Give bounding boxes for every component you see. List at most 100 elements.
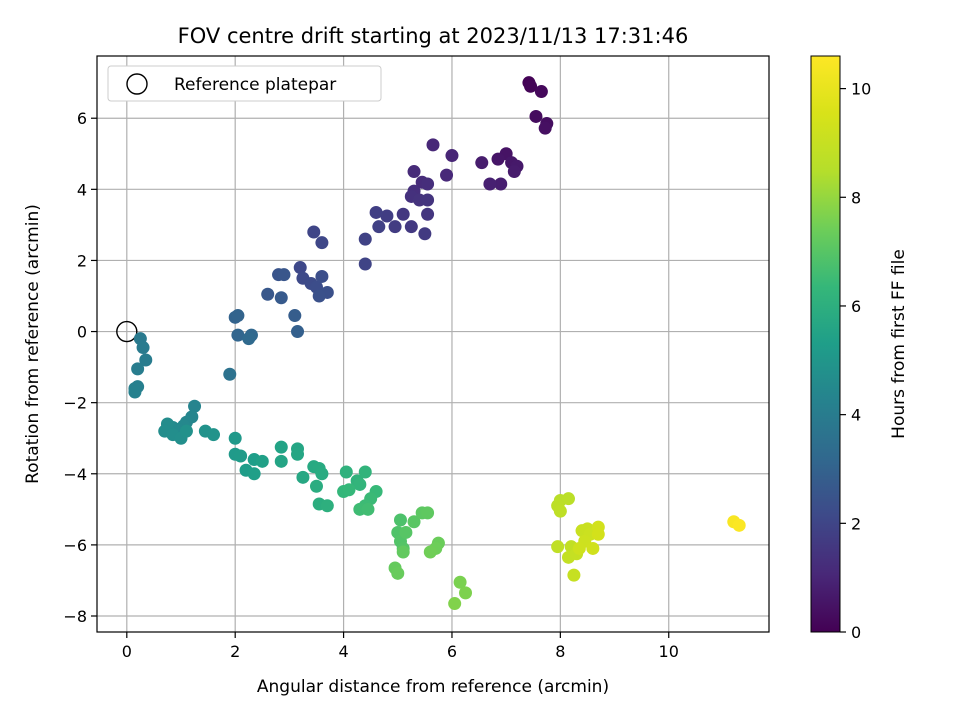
data-point	[524, 79, 538, 93]
y-axis-ticks: −8 −6 −4 −2 0 2 4 6	[63, 109, 97, 626]
data-point	[291, 325, 305, 339]
data-point	[407, 165, 421, 179]
y-tick-label: −2	[63, 394, 87, 413]
y-tick-label: 4	[77, 180, 87, 199]
data-point	[358, 465, 372, 479]
data-point	[421, 207, 435, 221]
data-points	[128, 76, 746, 611]
data-point	[494, 177, 508, 191]
y-tick-label: −6	[63, 536, 87, 555]
data-point	[307, 225, 321, 239]
data-point	[291, 447, 305, 461]
data-point	[448, 597, 462, 611]
data-point	[591, 527, 605, 541]
data-point	[309, 479, 323, 493]
data-point	[421, 506, 435, 520]
colorbar-tick-label: 6	[851, 297, 861, 316]
data-point	[586, 541, 600, 555]
data-point	[139, 353, 153, 367]
reference-platepar-marker	[116, 320, 138, 343]
data-point	[396, 207, 410, 221]
plot-frame	[96, 55, 770, 633]
data-point	[421, 177, 435, 191]
data-point	[369, 205, 383, 219]
data-point	[529, 109, 543, 123]
data-point	[391, 566, 405, 580]
data-point	[339, 465, 353, 479]
data-point	[358, 232, 372, 246]
data-point	[538, 121, 552, 135]
x-axis-ticks: 0 2 4 6 8 10	[122, 632, 679, 661]
data-point	[315, 467, 329, 481]
data-point	[534, 85, 548, 99]
data-point	[315, 269, 329, 283]
data-point	[551, 540, 565, 554]
colorbar-tick-label: 8	[851, 188, 861, 207]
x-tick-label: 4	[338, 642, 348, 661]
data-point	[404, 220, 418, 234]
data-point	[136, 341, 150, 355]
data-point	[320, 499, 334, 513]
data-point	[388, 220, 402, 234]
x-tick-label: 6	[447, 642, 457, 661]
data-point	[445, 149, 459, 163]
data-point	[380, 209, 394, 223]
data-point	[274, 454, 288, 468]
data-point	[407, 515, 421, 529]
data-point	[358, 257, 372, 271]
colorbar-tick-label: 0	[851, 623, 861, 642]
data-point	[572, 541, 586, 555]
data-point	[228, 431, 242, 445]
x-tick-label: 2	[230, 642, 240, 661]
data-point	[418, 227, 432, 241]
data-point	[426, 138, 440, 152]
reference-layer	[116, 320, 138, 343]
data-point	[234, 449, 248, 463]
data-point	[353, 477, 367, 491]
data-point	[453, 575, 467, 589]
data-point	[553, 504, 567, 518]
data-point	[247, 467, 261, 481]
data-point	[274, 440, 288, 454]
y-tick-label: −8	[63, 607, 87, 626]
data-point	[396, 545, 410, 559]
data-point	[491, 152, 505, 166]
y-tick-label: 0	[77, 323, 87, 342]
data-point	[131, 362, 145, 376]
data-point	[188, 399, 202, 413]
colorbar-tick-label: 10	[851, 80, 871, 99]
grid	[97, 56, 769, 632]
legend-marker-reference	[126, 73, 148, 95]
data-point	[399, 525, 413, 539]
data-point	[231, 309, 245, 323]
data-point	[440, 168, 454, 182]
data-point	[393, 513, 407, 527]
x-tick-label: 8	[555, 642, 565, 661]
x-tick-label: 0	[122, 642, 132, 661]
data-point	[312, 289, 326, 303]
data-point	[255, 454, 269, 468]
data-point	[288, 309, 302, 323]
x-tick-label: 10	[659, 642, 679, 661]
data-point	[274, 291, 288, 305]
data-point	[423, 545, 437, 559]
data-point	[261, 287, 275, 301]
data-point	[483, 177, 497, 191]
colorbar-tick-label: 2	[851, 514, 861, 533]
data-point	[296, 470, 310, 484]
data-point	[732, 518, 746, 532]
data-point	[421, 193, 435, 207]
legend-entry-reference: Reference platepar	[174, 75, 336, 95]
legend-box	[107, 65, 382, 102]
chart-title: FOV centre drift starting at 2023/11/13 …	[178, 24, 689, 48]
data-point	[293, 261, 307, 275]
x-axis-label: Angular distance from reference (arcmin)	[257, 677, 609, 697]
colorbar-label: Hours from first FF file	[889, 249, 909, 439]
data-point	[561, 492, 575, 506]
data-point	[128, 385, 142, 399]
y-axis-label: Rotation from reference (arcmin)	[23, 204, 43, 484]
colorbar-tick-label: 4	[851, 406, 861, 425]
data-point	[179, 424, 193, 438]
data-point	[231, 328, 245, 342]
